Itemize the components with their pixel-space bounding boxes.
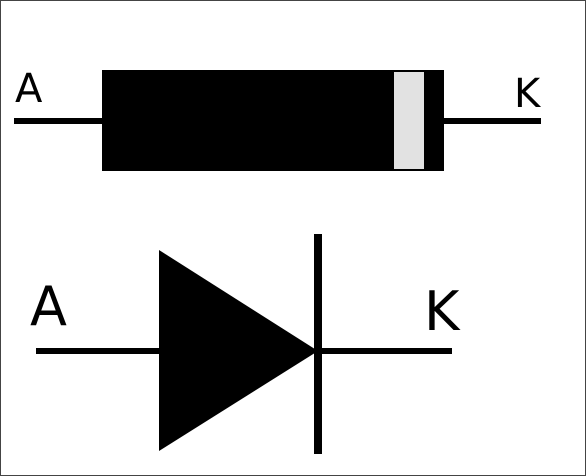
symbol-cathode-label: K (424, 280, 461, 343)
symbol-anode-label: A (30, 275, 67, 338)
diode-symbol: A K (30, 234, 461, 454)
diode-package: A K (14, 66, 542, 171)
package-cathode-label: K (514, 71, 542, 117)
package-anode-label: A (15, 66, 43, 112)
package-body (102, 70, 444, 171)
cathode-band (394, 72, 424, 169)
symbol-triangle (159, 250, 318, 451)
